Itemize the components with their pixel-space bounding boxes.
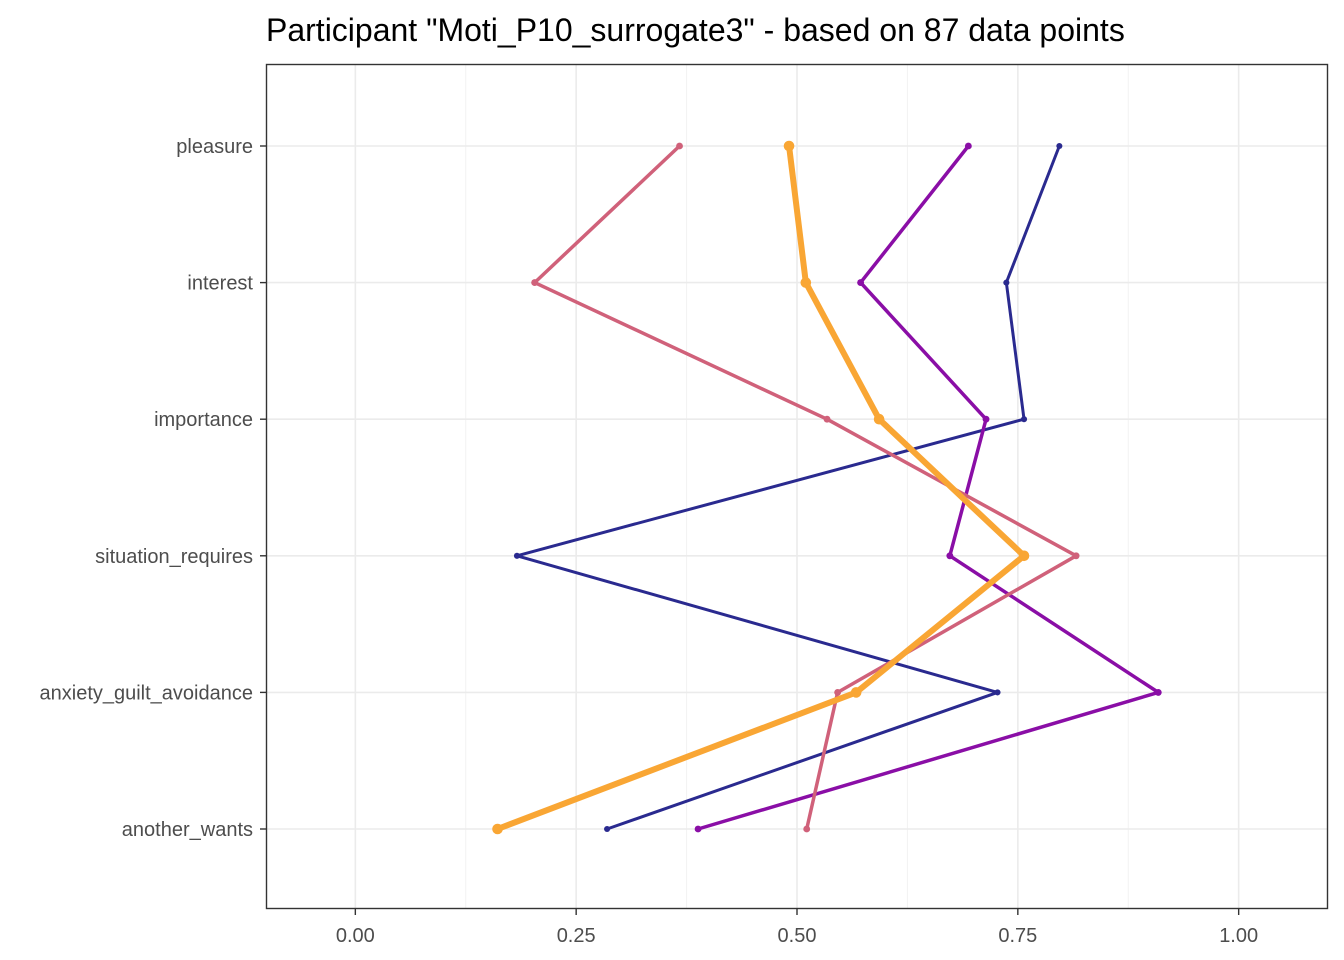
series-point [1072, 552, 1080, 560]
y-tick-label: situation_requires [95, 546, 253, 568]
series-point [834, 688, 842, 696]
y-tick-label: interest [187, 273, 253, 295]
series-layer [492, 140, 1162, 835]
series-point [604, 825, 611, 833]
series-point [946, 552, 954, 560]
major-gridlines [267, 65, 1327, 908]
x-tick-label: 1.00 [1219, 925, 1258, 947]
minor-gridlines [465, 65, 1129, 908]
series-point [1018, 550, 1030, 562]
series-point [857, 279, 865, 287]
series-line-2 [696, 144, 1161, 831]
x-tick-label: 0.00 [336, 925, 375, 947]
series-point [1154, 688, 1162, 696]
series-point [694, 825, 702, 833]
series-point [850, 687, 862, 698]
series-point [803, 825, 811, 833]
y-tick-label: another_wants [122, 819, 253, 841]
chart-title: Participant "Moti_P10_surrogate3" - base… [266, 12, 1125, 48]
y-tick-label: anxiety_guilt_avoidance [40, 682, 254, 704]
x-tick-label: 0.75 [998, 925, 1037, 947]
series-point [1020, 416, 1028, 423]
y-tick-label: importance [154, 409, 253, 431]
x-tick-label: 0.50 [778, 925, 817, 947]
series-point [982, 415, 990, 423]
series-line-1 [515, 144, 1061, 831]
series-point [994, 689, 1001, 696]
series-point [964, 142, 972, 150]
series-point [823, 415, 831, 423]
series-point [800, 277, 812, 288]
x-tick-label: 0.25 [557, 925, 596, 947]
series-line-3 [532, 144, 1078, 831]
series-point [531, 279, 539, 287]
series-point [676, 142, 683, 150]
y-tick-label: pleasure [176, 136, 253, 158]
series-point [1056, 142, 1063, 150]
series-point [492, 823, 503, 835]
y-axis: pleasure interest importance situation_requ… [40, 136, 267, 841]
series-point [1003, 279, 1010, 286]
series-point [783, 140, 795, 152]
series-point [873, 413, 885, 425]
series-line-4 [494, 143, 1028, 832]
series-point [513, 552, 521, 559]
x-axis: 0.00 0.25 0.50 0.75 1.00 [336, 908, 1258, 947]
